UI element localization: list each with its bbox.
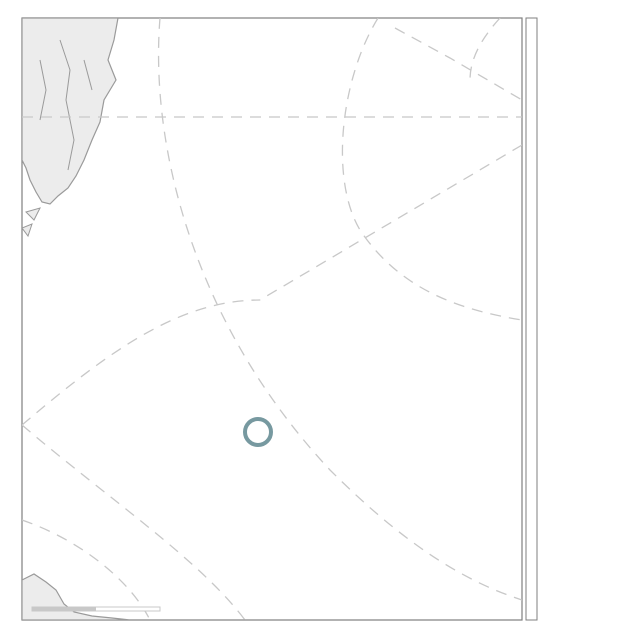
colorbar-frame <box>525 17 538 621</box>
scale-bar <box>31 606 161 612</box>
track-endpoint-circle <box>243 417 273 447</box>
graticule-curve-southwest <box>22 519 151 620</box>
greenland-fjord <box>39 59 47 121</box>
coast-islet <box>25 207 41 221</box>
greenland-fjord <box>83 59 93 91</box>
graticule-meridian-90w <box>469 18 501 81</box>
greenland-fjord <box>59 39 75 171</box>
graticule-parallel-81n <box>22 299 261 426</box>
graticule-meridian-87n <box>341 18 522 321</box>
greenland-landmass <box>22 18 119 205</box>
graticule-line-60w <box>394 27 522 101</box>
coast-islet <box>22 223 33 238</box>
graticule-curve-south <box>22 424 246 620</box>
graticule-meridian-84n <box>157 18 522 601</box>
colorbar <box>525 17 538 621</box>
map-panel <box>21 17 523 621</box>
graticule-line-east <box>259 144 522 301</box>
